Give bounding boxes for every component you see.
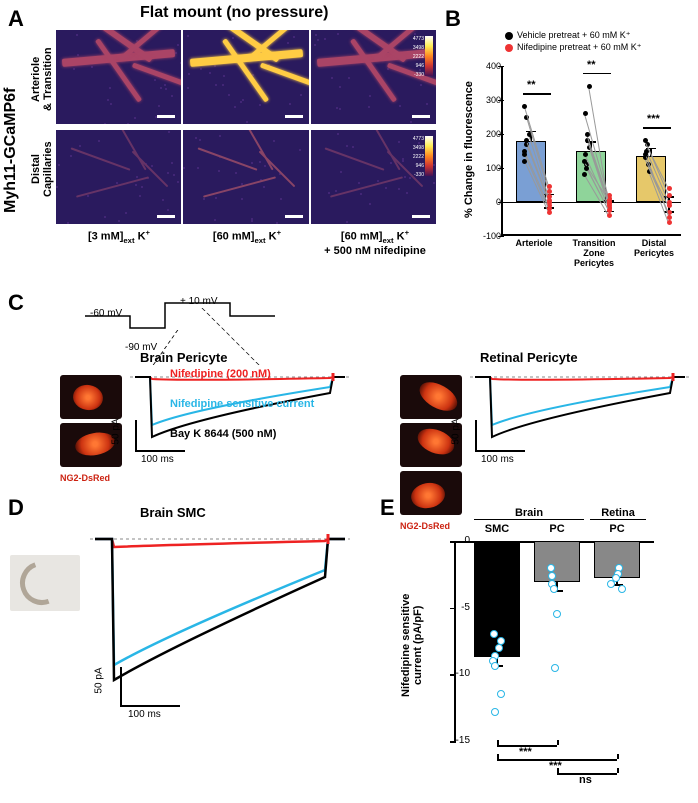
panelC: -60 mV-90 mV+ 10 mVBrain PericyteNG2-DsR…	[20, 300, 680, 490]
panelA-cond-2: [60 mM]ext K+	[184, 228, 310, 245]
panelB-chart: % Change in fluorescence Vehicle pretrea…	[465, 30, 685, 260]
panel-B-label: B	[445, 6, 461, 32]
panelD: Brain SMC 50 pA 100 ms	[20, 505, 360, 755]
panelA-title: Flat mount (no pressure)	[140, 4, 328, 22]
panelA-cond-1: [3 mM]ext K+	[56, 228, 182, 245]
panel-E-label: E	[380, 495, 395, 521]
panelA-row-capillaries: 477334982222946-330	[56, 130, 436, 224]
panelA-cond-3: [60 mM]ext K++ 500 nM nifedipine	[312, 228, 438, 257]
panelA-side-label: Myh11-GCaMP6f	[2, 40, 20, 260]
panelA-rowlabel-2: DistalCapillaries	[30, 134, 54, 204]
panel-A-label: A	[8, 6, 24, 32]
panelE-chart: Nifedipine sensitivecurrent (pA/pF) 0-5-…	[400, 505, 680, 785]
panelE-ylabel: Nifedipine sensitivecurrent (pA/pF)	[400, 545, 424, 745]
panelA-row-arteriole: 477334982222946-330	[56, 30, 436, 124]
panelB-ylabel: % Change in fluorescence	[463, 70, 475, 230]
